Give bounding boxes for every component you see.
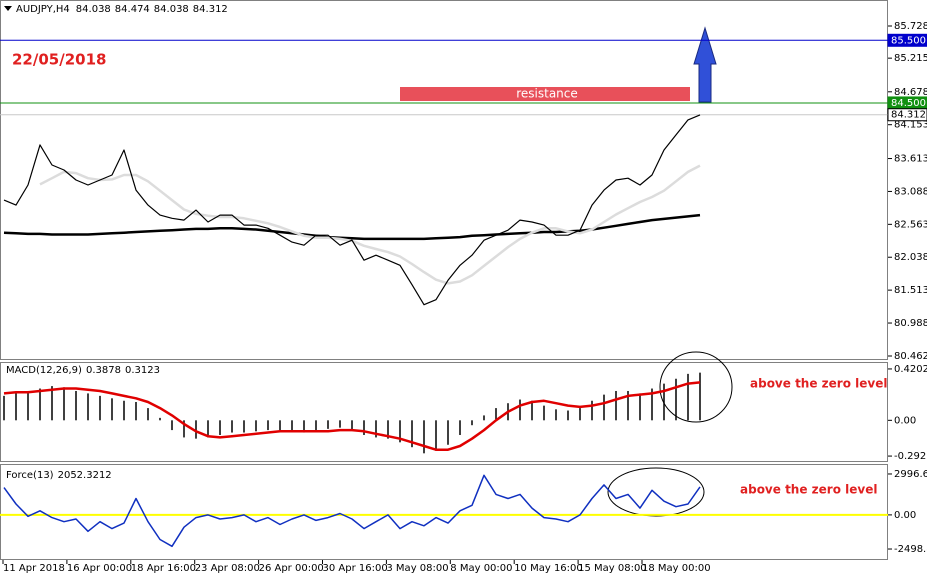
menu-triangle xyxy=(4,6,12,11)
quote: 84.312 xyxy=(193,4,228,15)
level-label: 84.312 xyxy=(891,110,926,121)
x-tick-label: 3 May 08:00 xyxy=(386,563,448,574)
macd-readout: 0.3123 xyxy=(125,365,160,376)
annotation: above the zero level xyxy=(740,483,877,497)
y-tick-label: 80.462 xyxy=(894,351,927,362)
macd-readout: 0.3878 xyxy=(86,365,121,376)
y-tick-label: 81.513 xyxy=(894,285,927,296)
x-tick-label: 30 Apr 16:00 xyxy=(323,563,388,574)
symbol: AUDJPY,H4 xyxy=(16,4,70,15)
x-tick-label: 11 Apr 2018 xyxy=(3,563,65,574)
date-label: 22/05/2018 xyxy=(12,51,106,69)
y-tick-label: 0.4202 xyxy=(894,364,927,375)
y-tick-label: 85.215 xyxy=(894,53,927,64)
series-line xyxy=(3,114,701,306)
panel-frame xyxy=(0,464,888,560)
series-line xyxy=(3,213,701,241)
force-title: Force(13) 2052.3212 xyxy=(6,470,112,481)
y-tick-label: 82.038 xyxy=(894,252,927,263)
x-tick-label: 16 Apr 00:00 xyxy=(67,563,132,574)
x-tick-label: 23 Apr 08:00 xyxy=(195,563,260,574)
level-label: 84.500 xyxy=(891,98,926,109)
highlight-ellipse xyxy=(607,467,705,517)
y-tick-label: 83.613 xyxy=(894,154,927,165)
y-tick-label: 80.988 xyxy=(894,318,927,329)
up-arrow xyxy=(693,26,717,103)
x-tick-label: 26 Apr 00:00 xyxy=(259,563,324,574)
x-tick-label: 10 May 16:00 xyxy=(514,563,583,574)
force-name: Force(13) xyxy=(6,470,54,481)
quote: 84.038 xyxy=(154,4,189,15)
y-tick-label: 84.678 xyxy=(894,87,927,98)
y-tick-label: 85.728 xyxy=(894,21,927,32)
annotation: above the zero level xyxy=(750,377,887,391)
resistance-label: resistance xyxy=(516,87,578,101)
y-tick-label: 0.00 xyxy=(894,510,916,521)
x-tick-label: 18 May 00:00 xyxy=(642,563,711,574)
series-line xyxy=(3,381,701,451)
series-line xyxy=(39,164,701,285)
level-box xyxy=(887,33,927,47)
y-tick-label: 84.153 xyxy=(894,120,927,131)
resistance-box xyxy=(400,87,690,101)
x-tick-label: 18 Apr 16:00 xyxy=(131,563,196,574)
level-label: 85.500 xyxy=(891,35,926,46)
y-tick-label: -2498.88 xyxy=(894,544,927,555)
level-box xyxy=(887,108,927,122)
panel-frame xyxy=(0,0,888,360)
macd-name: MACD(12,26,9) xyxy=(6,365,82,376)
y-tick-label: 2996.628 xyxy=(894,469,927,480)
x-tick-label: 15 May 08:00 xyxy=(578,563,647,574)
y-tick-label: -0.2925 xyxy=(894,451,927,462)
x-tick-label: 8 May 00:00 xyxy=(450,563,512,574)
y-tick-label: 83.088 xyxy=(894,186,927,197)
quote: 84.038 xyxy=(76,4,111,15)
header: AUDJPY,H4 84.038 84.474 84.038 84.312 xyxy=(16,4,228,15)
panel-frame xyxy=(0,362,888,462)
y-tick-label: 82.563 xyxy=(894,219,927,230)
series-line xyxy=(3,474,701,548)
y-tick-label: 0.00 xyxy=(894,415,916,426)
highlight-ellipse xyxy=(659,351,733,423)
force-readout: 2052.3212 xyxy=(58,470,112,481)
quote: 84.474 xyxy=(115,4,150,15)
macd-title: MACD(12,26,9) 0.3878 0.3123 xyxy=(6,365,160,376)
